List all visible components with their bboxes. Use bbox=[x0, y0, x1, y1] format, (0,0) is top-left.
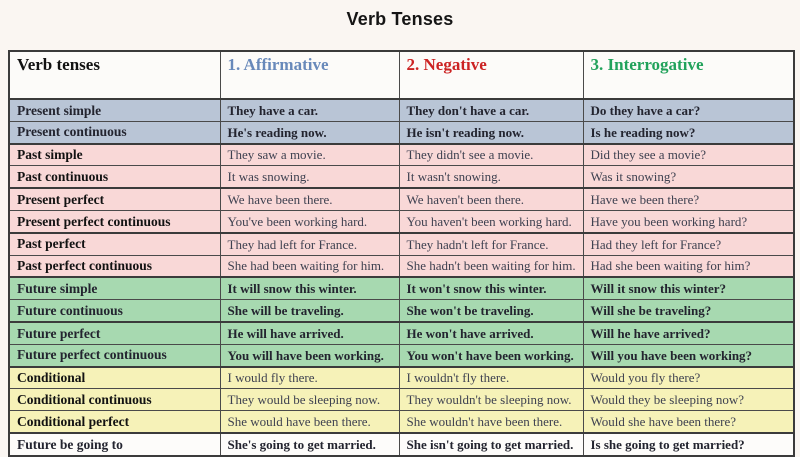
tense-label-cell: Present perfect continuous bbox=[8, 209, 221, 234]
interrogative-cell: Will it snow this winter? bbox=[582, 276, 795, 301]
table-row: Present perfect continuous You've been w… bbox=[8, 209, 795, 234]
tense-label-cell: Present simple bbox=[8, 98, 221, 122]
affirmative-cell: I would fly there. bbox=[219, 365, 400, 390]
interrogative-cell: Have we been there? bbox=[582, 187, 795, 211]
negative-cell: She isn't going to get married. bbox=[398, 431, 584, 457]
table-row: Conditional I would fly there. I wouldn'… bbox=[8, 365, 795, 390]
tense-label-cell: Future continuous bbox=[8, 299, 221, 323]
affirmative-cell: They have a car. bbox=[219, 98, 400, 122]
affirmative-cell: He's reading now. bbox=[219, 120, 400, 145]
table-row: Past continuous It was snowing. It wasn'… bbox=[8, 165, 795, 189]
header-row: Verb tenses 1. Affirmative 2. Negative 3… bbox=[8, 50, 795, 100]
negative-cell: He won't have arrived. bbox=[398, 320, 584, 345]
affirmative-cell: It will snow this winter. bbox=[219, 276, 400, 301]
tense-label-cell: Present continuous bbox=[8, 120, 221, 145]
column-header-negative: 2. Negative bbox=[398, 50, 584, 100]
interrogative-cell: Will she be traveling? bbox=[582, 299, 795, 323]
negative-cell: They wouldn't be sleeping now. bbox=[398, 388, 584, 412]
tense-label-cell: Present perfect bbox=[8, 187, 221, 211]
table-row: Future perfect He will have arrived. He … bbox=[8, 320, 795, 345]
table-row: Past perfect They had left for France. T… bbox=[8, 231, 795, 256]
tense-label-cell: Future perfect bbox=[8, 320, 221, 345]
tense-label-cell: Past perfect continuous bbox=[8, 254, 221, 278]
table-row: Conditional perfect She would have been … bbox=[8, 410, 795, 434]
interrogative-cell: Had they left for France? bbox=[582, 231, 795, 256]
negative-cell: I wouldn't fly there. bbox=[398, 365, 584, 390]
interrogative-cell: Did they see a movie? bbox=[582, 142, 795, 167]
negative-cell: It wasn't snowing. bbox=[398, 165, 584, 189]
negative-cell: It won't snow this winter. bbox=[398, 276, 584, 301]
interrogative-cell: Have you been working hard? bbox=[582, 209, 795, 234]
interrogative-cell: Do they have a car? bbox=[582, 98, 795, 122]
column-header-interrogative: 3. Interrogative bbox=[582, 50, 795, 100]
interrogative-cell: Would she have been there? bbox=[582, 410, 795, 434]
table-row: Future perfect continuous You will have … bbox=[8, 343, 795, 368]
interrogative-cell: Would you fly there? bbox=[582, 365, 795, 390]
negative-cell: You haven't been working hard. bbox=[398, 209, 584, 234]
affirmative-cell: He will have arrived. bbox=[219, 320, 400, 345]
negative-cell: She wouldn't have been there. bbox=[398, 410, 584, 434]
page-title: Verb Tenses bbox=[346, 9, 454, 29]
interrogative-cell: Had she been waiting for him? bbox=[582, 254, 795, 278]
tense-label-cell: Past simple bbox=[8, 142, 221, 167]
affirmative-cell: You will have been working. bbox=[219, 343, 400, 368]
affirmative-cell: They had left for France. bbox=[219, 231, 400, 256]
interrogative-cell: Was it snowing? bbox=[582, 165, 795, 189]
table-row: Present perfect We have been there. We h… bbox=[8, 187, 795, 211]
tense-label-cell: Future simple bbox=[8, 276, 221, 301]
interrogative-cell: Will you have been working? bbox=[582, 343, 795, 368]
negative-cell: They hadn't left for France. bbox=[398, 231, 584, 256]
table-row: Present continuous He's reading now. He … bbox=[8, 120, 795, 145]
table-row: Future simple It will snow this winter. … bbox=[8, 276, 795, 301]
column-header-affirmative: 1. Affirmative bbox=[219, 50, 400, 100]
interrogative-cell: Will he have arrived? bbox=[582, 320, 795, 345]
negative-cell: You won't have been working. bbox=[398, 343, 584, 368]
tense-label-cell: Conditional perfect bbox=[8, 410, 221, 434]
table-row: Future continuous She will be traveling.… bbox=[8, 299, 795, 323]
tense-label-cell: Conditional bbox=[8, 365, 221, 390]
affirmative-cell: She had been waiting for him. bbox=[219, 254, 400, 278]
tense-label-cell: Future perfect continuous bbox=[8, 343, 221, 368]
negative-cell: He isn't reading now. bbox=[398, 120, 584, 145]
interrogative-cell: Is she going to get married? bbox=[582, 431, 795, 457]
negative-cell: They didn't see a movie. bbox=[398, 142, 584, 167]
tense-label-cell: Future be going to bbox=[8, 431, 221, 457]
table-row: Future be going to She's going to get ma… bbox=[8, 431, 795, 457]
tense-label-cell: Past continuous bbox=[8, 165, 221, 189]
interrogative-cell: Would they be sleeping now? bbox=[582, 388, 795, 412]
affirmative-cell: You've been working hard. bbox=[219, 209, 400, 234]
table-row: Past perfect continuous She had been wai… bbox=[8, 254, 795, 278]
table-row: Conditional continuous They would be sle… bbox=[8, 388, 795, 412]
interrogative-cell: Is he reading now? bbox=[582, 120, 795, 145]
affirmative-cell: She would have been there. bbox=[219, 410, 400, 434]
negative-cell: She won't be traveling. bbox=[398, 299, 584, 323]
verb-tenses-table: Verb tenses 1. Affirmative 2. Negative 3… bbox=[8, 50, 795, 457]
affirmative-cell: It was snowing. bbox=[219, 165, 400, 189]
table-row: Present simple They have a car. They don… bbox=[8, 98, 795, 122]
affirmative-cell: She will be traveling. bbox=[219, 299, 400, 323]
column-header-verb-tenses: Verb tenses bbox=[8, 50, 221, 100]
affirmative-cell: We have been there. bbox=[219, 187, 400, 211]
negative-cell: We haven't been there. bbox=[398, 187, 584, 211]
affirmative-cell: They would be sleeping now. bbox=[219, 388, 400, 412]
affirmative-cell: They saw a movie. bbox=[219, 142, 400, 167]
affirmative-cell: She's going to get married. bbox=[219, 431, 400, 457]
tense-label-cell: Conditional continuous bbox=[8, 388, 221, 412]
table-row: Past simple They saw a movie. They didn'… bbox=[8, 142, 795, 167]
negative-cell: They don't have a car. bbox=[398, 98, 584, 122]
tense-label-cell: Past perfect bbox=[8, 231, 221, 256]
negative-cell: She hadn't been waiting for him. bbox=[398, 254, 584, 278]
